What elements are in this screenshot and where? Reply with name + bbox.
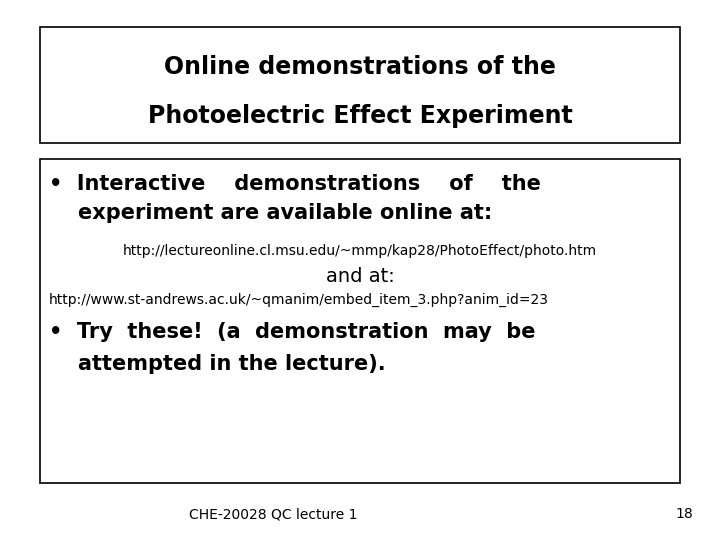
Text: •  Interactive    demonstrations    of    the: • Interactive demonstrations of the xyxy=(49,173,541,194)
Text: Photoelectric Effect Experiment: Photoelectric Effect Experiment xyxy=(148,104,572,128)
Text: •  Try  these!  (a  demonstration  may  be: • Try these! (a demonstration may be xyxy=(49,322,536,342)
Text: and at:: and at: xyxy=(325,267,395,286)
Text: 18: 18 xyxy=(675,507,693,521)
Text: CHE-20028 QC lecture 1: CHE-20028 QC lecture 1 xyxy=(189,507,358,521)
FancyBboxPatch shape xyxy=(40,27,680,143)
Text: experiment are available online at:: experiment are available online at: xyxy=(49,203,492,224)
Text: http://www.st-andrews.ac.uk/~qmanim/embed_item_3.php?anim_id=23: http://www.st-andrews.ac.uk/~qmanim/embe… xyxy=(49,293,549,307)
FancyBboxPatch shape xyxy=(40,159,680,483)
Text: attempted in the lecture).: attempted in the lecture). xyxy=(49,354,386,375)
Text: Online demonstrations of the: Online demonstrations of the xyxy=(164,56,556,79)
Text: http://lectureonline.cl.msu.edu/~mmp/kap28/PhotoEffect/photo.htm: http://lectureonline.cl.msu.edu/~mmp/kap… xyxy=(123,244,597,258)
